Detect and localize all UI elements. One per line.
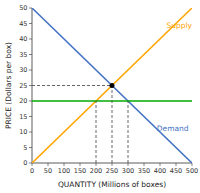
- y-tick-label: 5: [23, 144, 27, 152]
- annotation: Demand: [157, 124, 189, 133]
- x-tick-label: 0: [30, 167, 34, 175]
- x-tick: [144, 163, 145, 166]
- line: [32, 8, 192, 163]
- y-tick: [29, 23, 32, 24]
- y-tick-label: 20: [19, 97, 27, 105]
- annotation: Supply: [166, 21, 192, 30]
- y-tick: [29, 101, 32, 102]
- guide-line: [112, 86, 113, 164]
- x-tick: [128, 163, 129, 166]
- guide-line: [32, 85, 112, 86]
- x-tick: [176, 163, 177, 166]
- y-tick-label: 0: [23, 159, 27, 167]
- x-tick: [160, 163, 161, 166]
- point: [110, 83, 115, 88]
- x-tick: [80, 163, 81, 166]
- y-tick-label: 35: [19, 51, 27, 59]
- x-tick-label: 400: [154, 167, 166, 175]
- x-tick-label: 250: [106, 167, 118, 175]
- y-tick: [29, 132, 32, 133]
- y-tick: [29, 54, 32, 55]
- y-tick-label: 40: [19, 35, 27, 43]
- y-tick: [29, 8, 32, 9]
- x-tick-label: 500: [186, 167, 198, 175]
- x-tick-label: 300: [122, 167, 134, 175]
- guide-line: [96, 101, 97, 163]
- x-tick: [96, 163, 97, 166]
- y-tick: [29, 85, 32, 86]
- y-tick: [29, 163, 32, 164]
- y-tick: [29, 147, 32, 148]
- x-tick-label: 50: [44, 167, 52, 175]
- x-tick: [48, 163, 49, 166]
- y-tick-label: 45: [19, 20, 27, 28]
- x-tick: [192, 163, 193, 166]
- y-tick-label: 15: [19, 113, 27, 121]
- y-tick: [29, 39, 32, 40]
- x-tick: [64, 163, 65, 166]
- y-tick: [29, 70, 32, 71]
- x-axis-label: QUANTITY (Millions of boxes): [58, 180, 166, 189]
- chart: 0 50 100 150 200 250 300 350 400 450 500 0 5 10 15 20 25…: [0, 0, 200, 193]
- x-tick: [112, 163, 113, 166]
- line: [32, 8, 192, 163]
- y-tick-label: 50: [19, 4, 27, 12]
- annotations: Supply Demand: [157, 21, 193, 134]
- x-tick-label: 150: [74, 167, 86, 175]
- x-tick-label: 200: [90, 167, 102, 175]
- y-tick-label: 30: [19, 66, 27, 74]
- axes: 0 50 100 150 200 250 300 350 400 450 500 0 5 10 15 20 25…: [19, 4, 198, 175]
- y-tick-label: 25: [19, 82, 27, 90]
- plot-data: [32, 8, 192, 163]
- y-tick-label: 10: [19, 128, 27, 136]
- y-tick: [29, 116, 32, 117]
- y-axis-label: PRICE (Dollars per box): [4, 42, 13, 129]
- x-tick-label: 350: [138, 167, 150, 175]
- x-tick-label: 100: [58, 167, 70, 175]
- x-tick: [32, 163, 33, 166]
- x-tick-label: 450: [170, 167, 182, 175]
- guide-line: [128, 101, 129, 163]
